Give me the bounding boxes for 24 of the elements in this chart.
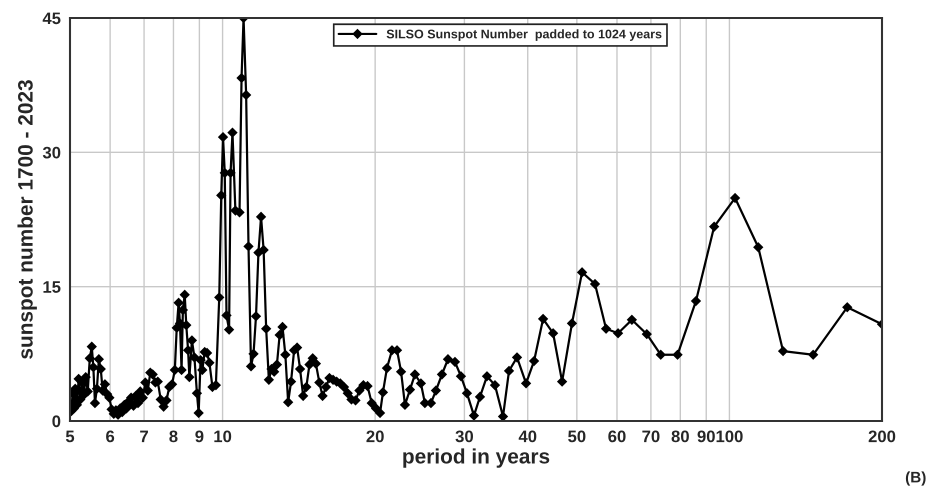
- x-tick-label: 80: [672, 430, 689, 442]
- y-tick-label: 45: [42, 12, 61, 24]
- text: (B): [906, 471, 926, 486]
- x-tick-label: 30: [456, 430, 473, 442]
- legend-label: SILSO Sunspot Number padded to 1024 years: [386, 29, 662, 41]
- x-axis-title: period in years: [403, 448, 550, 468]
- x-tick-label: 8: [169, 430, 178, 442]
- x-tick-label: 60: [608, 430, 626, 442]
- x-tick-label: 70: [642, 430, 660, 442]
- x-tick-label: 7: [140, 430, 148, 442]
- x-tick-label: 5: [66, 430, 74, 442]
- y-tick-label: 30: [42, 146, 60, 159]
- x-tick-label: 200: [868, 430, 896, 442]
- x-tick-label: 9: [195, 430, 204, 442]
- x-tick-label: 6: [106, 430, 114, 442]
- y-tick-label: 0: [52, 415, 60, 428]
- x-tick-label: 10: [214, 430, 232, 442]
- y-axis-title: sunspot number 1700 - 2023: [17, 80, 37, 359]
- x-tick-label: 20: [366, 430, 384, 442]
- x-tick-label: 40: [518, 430, 536, 442]
- x-tick-label: 90: [698, 430, 715, 442]
- x-tick-label: 50: [568, 430, 586, 442]
- y-tick-label: 15: [43, 281, 61, 293]
- x-tick-label: 100: [716, 430, 743, 442]
